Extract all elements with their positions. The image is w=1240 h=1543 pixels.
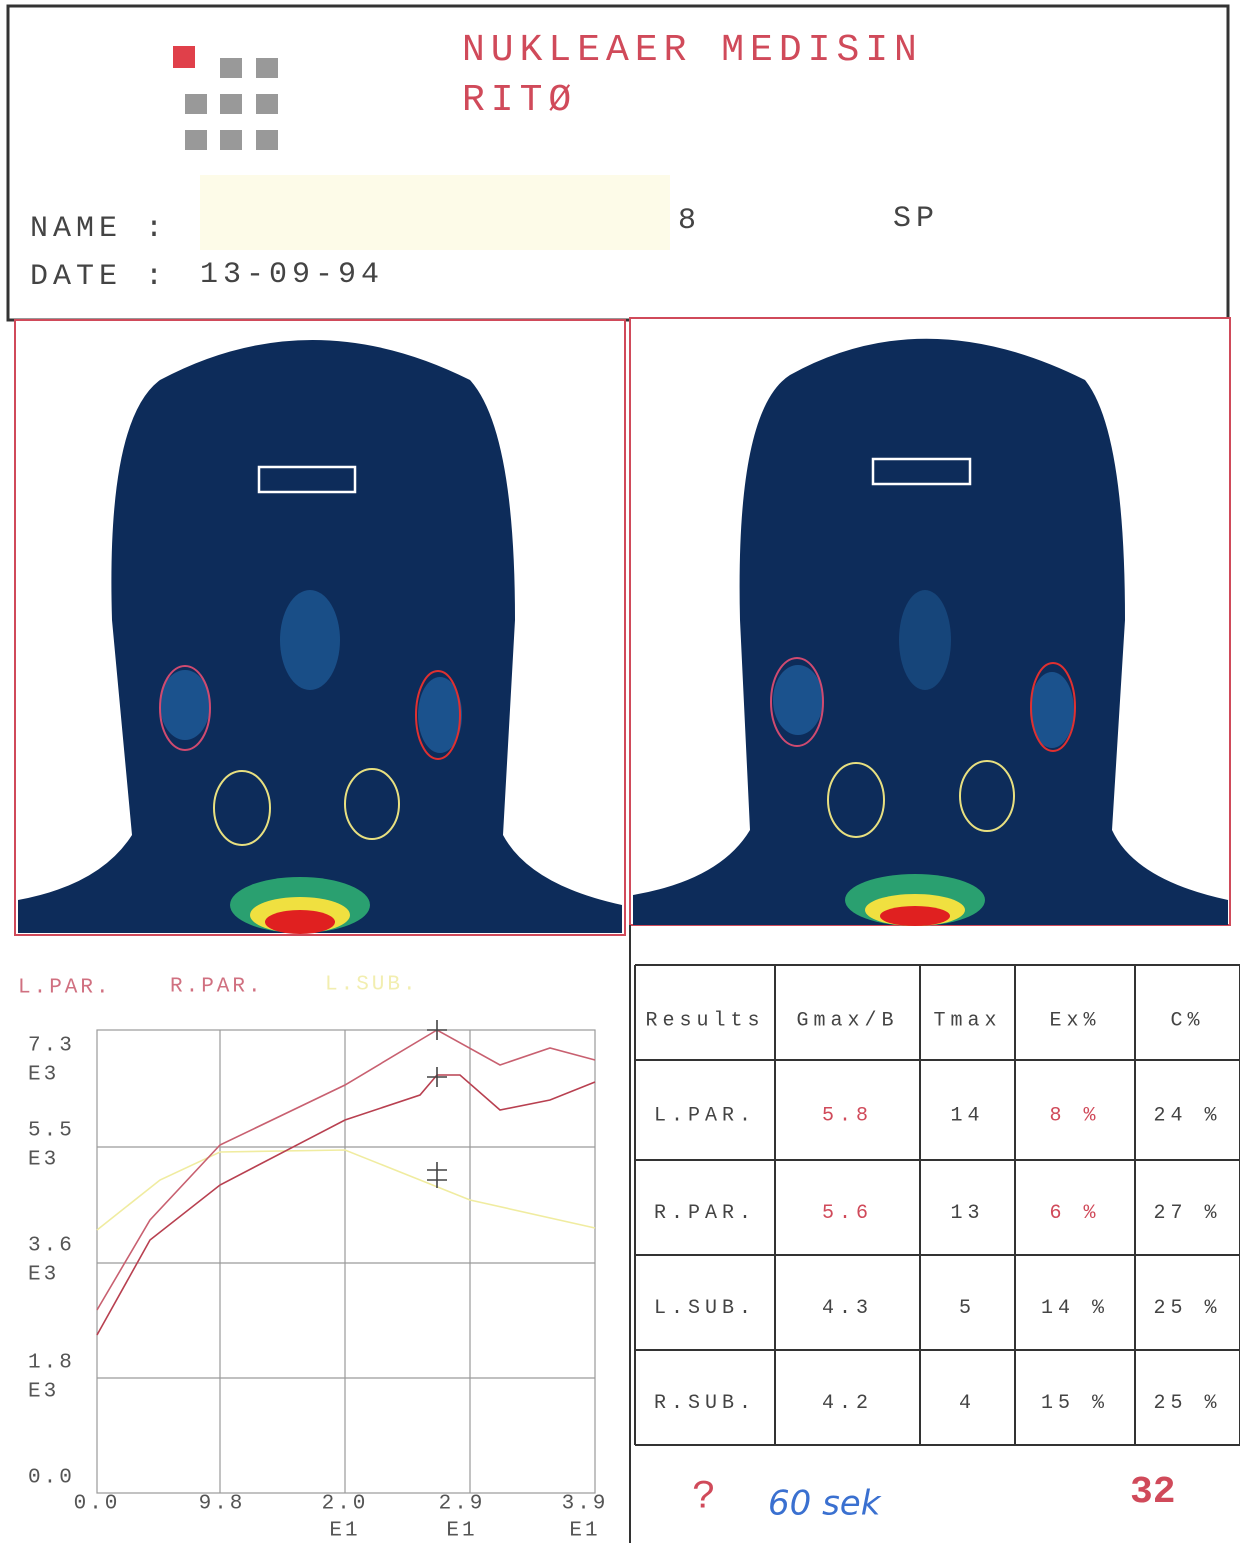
x-tick-label: 9.8 (199, 1493, 246, 1516)
handwritten-note: 60 sek (768, 1484, 882, 1524)
group: 7.3 E3 5.5 E3 3.6 E3 1.8 E3 0.0 (28, 1035, 75, 1490)
report: NUKLEAER MEDISIN RITØ NAME : 8 SP DATE :… (0, 0, 1240, 1543)
column-header: Results (645, 1009, 764, 1032)
shape (97, 1030, 595, 1310)
shape (220, 130, 242, 150)
shape (256, 58, 278, 78)
x-tick-label: 2.9 (439, 1493, 486, 1516)
column-header: C% (1170, 1009, 1204, 1032)
shape (185, 94, 207, 114)
shape (265, 910, 335, 934)
x-tick-label: 3.9 (562, 1493, 609, 1516)
y-tick-label: 5.5 (28, 1120, 75, 1143)
shape (97, 1030, 595, 1493)
y-tick-unit: E3 (28, 1264, 59, 1287)
y-tick-unit: E3 (28, 1149, 59, 1172)
table-cell: 5.6 (822, 1202, 873, 1225)
shape (256, 94, 278, 114)
shape (280, 590, 340, 690)
curves (97, 1020, 595, 1335)
column-header: Tmax (933, 1009, 1001, 1032)
shape (256, 130, 278, 150)
y-tick-label: 0.0 (28, 1467, 75, 1490)
column-header: Ex% (1049, 1009, 1100, 1032)
legend-entry: L.PAR. (18, 977, 112, 1000)
x-tick-unit: E1 (569, 1520, 600, 1543)
row-header: L.SUB. (654, 1297, 756, 1320)
y-tick-label: 3.6 (28, 1235, 75, 1258)
x-tick-unit: E1 (446, 1520, 477, 1543)
table-cell: 25 % (1153, 1392, 1221, 1415)
table-cell: 14 % (1041, 1297, 1109, 1320)
table-cell: 27 % (1153, 1202, 1221, 1225)
table-cell: 14 (950, 1104, 984, 1127)
table-cell: 4 (959, 1392, 976, 1415)
table-cell: 13 (950, 1202, 984, 1225)
shape (160, 670, 210, 740)
shape (97, 1150, 595, 1230)
table-cell: 8 % (1049, 1104, 1100, 1127)
initials: SP (893, 202, 939, 236)
scan-left (15, 320, 625, 935)
code: 8 (678, 204, 701, 238)
table-cell: 4.2 (822, 1392, 873, 1415)
subtitle: RITØ (462, 79, 577, 122)
question-mark: ? (692, 1476, 716, 1521)
shape (173, 46, 195, 68)
y-tick-unit: E3 (28, 1381, 59, 1404)
table-cell: 5.8 (822, 1104, 873, 1127)
results-table: Results Gmax/B Tmax Ex% C% L.PAR. 5.8 14 8 % 24 %… (635, 965, 1240, 1445)
x-tick-label: 0.0 (74, 1493, 121, 1516)
shape (773, 665, 823, 735)
logo (173, 46, 278, 150)
y-tick-label: 1.8 (28, 1352, 75, 1375)
table-cell: 4.3 (822, 1297, 873, 1320)
row-header: R.SUB. (654, 1392, 756, 1415)
page-number: 32 (1130, 1471, 1176, 1514)
shape (185, 130, 207, 150)
shape (97, 1075, 595, 1335)
row-header: R.PAR. (654, 1202, 756, 1225)
row-header: L.PAR. (654, 1104, 756, 1127)
x-tick-label: 2.0 (322, 1493, 369, 1516)
table-cell: 25 % (1153, 1297, 1221, 1320)
plot-grid (97, 1030, 595, 1493)
date-label: DATE : (30, 260, 168, 294)
table-cell: 5 (959, 1297, 976, 1320)
group: 0.0 9.8 2.0 E1 2.9 E1 3.9 E1 (74, 1493, 609, 1543)
legend-entry: L.SUB. (325, 974, 419, 997)
scan-right (630, 318, 1230, 926)
shape (880, 906, 950, 926)
legend-entry: R.PAR. (170, 976, 264, 999)
y-tick-label: 7.3 (28, 1035, 75, 1058)
table-cell: 6 % (1049, 1202, 1100, 1225)
x-tick-unit: E1 (329, 1520, 360, 1543)
table-cell: 24 % (1153, 1104, 1221, 1127)
column-header: Gmax/B (796, 1009, 898, 1032)
shape (899, 590, 951, 690)
shape (220, 94, 242, 114)
name-label: NAME : (30, 212, 168, 246)
redacted-name (200, 175, 670, 250)
title: NUKLEAER MEDISIN (462, 29, 923, 72)
table-cell: 15 % (1041, 1392, 1109, 1415)
y-tick-unit: E3 (28, 1064, 59, 1087)
shape (220, 58, 242, 78)
date: 13-09-94 (200, 258, 384, 292)
shape (427, 1020, 447, 1188)
